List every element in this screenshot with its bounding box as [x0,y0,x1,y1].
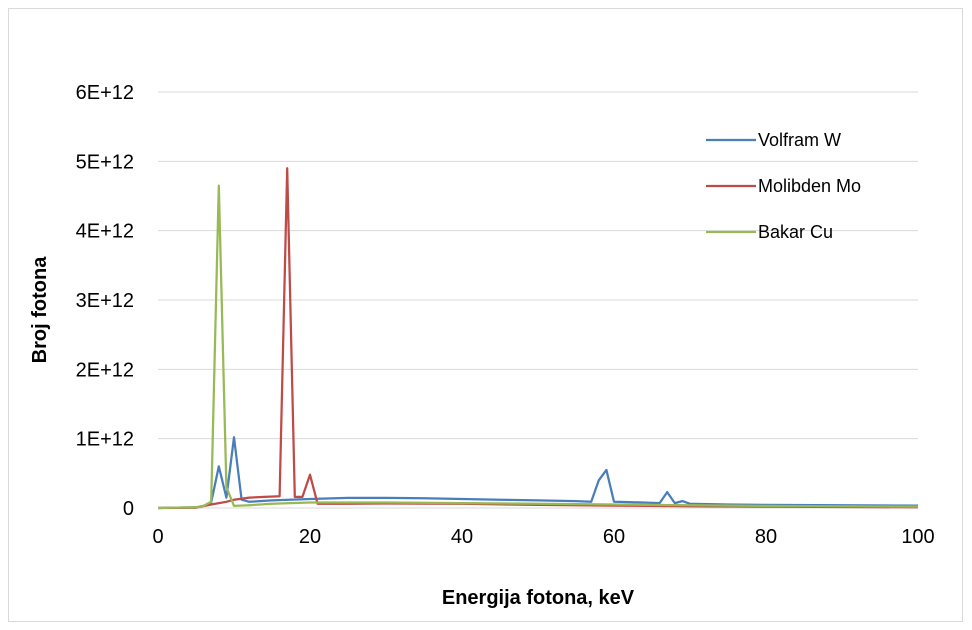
y-tick-label: 2E+12 [76,359,134,381]
x-tick-label: 0 [152,526,163,548]
tick-labels: 0 1E+12 2E+12 3E+12 4E+12 5E+12 6E+12 0 20 40 60 80… [76,82,935,548]
y-tick-label: 4E+12 [76,221,134,243]
y-tick-label: 0 [123,498,134,520]
x-tick-label: 60 [603,526,625,548]
y-tick-label: 6E+12 [76,82,134,104]
chart-frame [8,8,963,622]
legend: Volfram W Molibden Mo Bakar Cu [706,130,861,242]
legend-label: Molibden Mo [758,176,861,196]
series-line-1 [157,167,919,510]
x-axis-title: Energija fotona, keV [442,587,635,609]
series-lines [157,167,919,510]
y-tick-label: 1E+12 [76,429,134,451]
x-tick-label: 80 [755,526,777,548]
series-line-2 [157,184,919,510]
x-tick-label: 20 [299,526,321,548]
x-tick-label: 100 [901,526,934,548]
y-axis-title: Broj fotona [29,256,51,364]
y-tick-label: 5E+12 [76,151,134,173]
y-tick-label: 3E+12 [76,290,134,312]
legend-label: Volfram W [758,130,841,150]
x-tick-label: 40 [451,526,473,548]
legend-label: Bakar Cu [758,222,833,242]
